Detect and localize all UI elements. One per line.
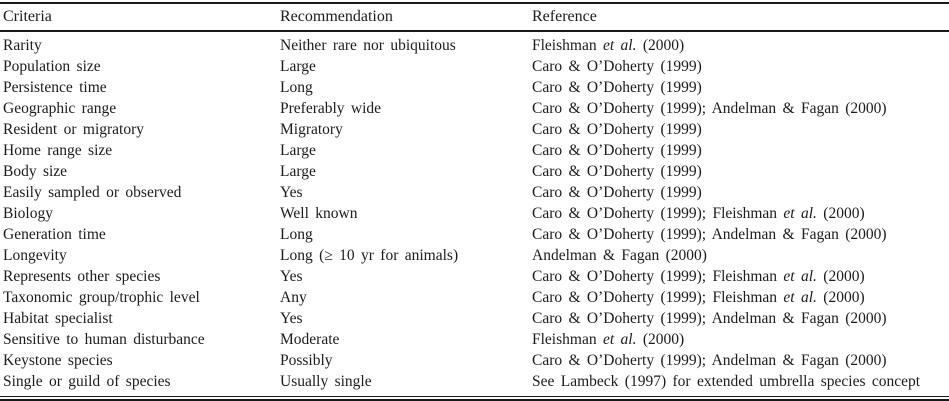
reference-cell: Caro & O’Doherty (1999) <box>532 58 702 75</box>
reference-cell: Fleishman et al. (2000) <box>532 331 685 348</box>
recommendation-cell: Preferably wide <box>280 100 382 117</box>
col-header-recommendation: Recommendation <box>280 2 532 32</box>
criteria-table: Criteria Recommendation Reference Rarity… <box>0 2 949 392</box>
recommendation-cell: Any <box>280 289 307 306</box>
reference-cell: Caro & O’Doherty (1999) <box>532 163 702 180</box>
criteria-cell: Represents other species <box>3 268 161 285</box>
table-row: Represents other species Yes Caro & O’Dohe… <box>0 266 949 287</box>
criteria-cell: Resident or migratory <box>3 121 145 138</box>
table-row: Persistence time Long Caro & O’Doherty (19… <box>0 77 949 98</box>
recommendation-cell: Migratory <box>280 121 343 138</box>
reference-cell: See Lambeck (1997) for extended umbrella… <box>532 373 921 390</box>
col-header-reference: Reference <box>532 2 949 32</box>
table-row: Biology Well known Caro & O’Doherty (1999)… <box>0 203 949 224</box>
recommendation-cell: Long <box>280 79 313 96</box>
criteria-cell: Home range size <box>3 142 113 159</box>
reference-cell: Andelman & Fagan (2000) <box>532 247 707 264</box>
criteria-cell: Geographic range <box>3 100 117 117</box>
criteria-cell: Biology <box>3 205 53 222</box>
recommendation-cell: Yes <box>280 310 303 327</box>
criteria-cell: Rarity <box>3 37 42 54</box>
reference-cell: Caro & O’Doherty (1999) <box>532 142 702 159</box>
recommendation-cell: Large <box>280 142 316 159</box>
criteria-cell: Population size <box>3 58 101 75</box>
reference-cell: Caro & O’Doherty (1999); Andelman & Faga… <box>532 226 887 243</box>
table-body: Rarity Neither rare nor ubiquitous Fleishm… <box>0 31 949 392</box>
recommendation-cell: Possibly <box>280 352 333 369</box>
reference-cell: Caro & O’Doherty (1999); Fleishman et al… <box>532 268 865 285</box>
recommendation-cell: Yes <box>280 184 303 201</box>
table-row: Generation time Long Caro & O’Doherty (199… <box>0 224 949 245</box>
table-row: Easily sampled or observed Yes Caro & O’Do… <box>0 182 949 203</box>
table-row: Population size Large Caro & O’Doherty (19… <box>0 56 949 77</box>
reference-cell: Caro & O’Doherty (1999) <box>532 184 702 201</box>
criteria-cell: Single or guild of species <box>3 373 171 390</box>
reference-cell: Caro & O’Doherty (1999) <box>532 121 702 138</box>
criteria-cell: Body size <box>3 163 68 180</box>
recommendation-cell: Well known <box>280 205 358 222</box>
criteria-cell: Generation time <box>3 226 106 243</box>
reference-cell: Caro & O’Doherty (1999) <box>532 79 702 96</box>
recommendation-cell: Long (≥ 10 yr for animals) <box>280 247 459 264</box>
recommendation-cell: Large <box>280 163 316 180</box>
recommendation-cell: Yes <box>280 268 303 285</box>
criteria-cell: Longevity <box>3 247 67 264</box>
recommendation-cell: Long <box>280 226 313 243</box>
reference-cell: Caro & O’Doherty (1999); Fleishman et al… <box>532 205 865 222</box>
criteria-cell: Keystone species <box>3 352 113 369</box>
table-row: Sensitive to human disturbance Moderate Fl… <box>0 329 949 350</box>
criteria-cell: Persistence time <box>3 79 107 96</box>
reference-cell: Caro & O’Doherty (1999); Andelman & Faga… <box>532 310 887 327</box>
table-row: Rarity Neither rare nor ubiquitous Fleishm… <box>0 31 949 56</box>
table-row: Resident or migratory Migratory Caro & O’D… <box>0 119 949 140</box>
reference-cell: Fleishman et al. (2000) <box>532 37 685 54</box>
criteria-cell: Sensitive to human disturbance <box>3 331 205 348</box>
table-row: Home range size Large Caro & O’Doherty (19… <box>0 140 949 161</box>
table-row: Habitat specialist Yes Caro & O’Doherty (1… <box>0 308 949 329</box>
table-row: Keystone species Possibly Caro & O’Doherty… <box>0 350 949 371</box>
header-row: Criteria Recommendation Reference <box>0 2 949 32</box>
recommendation-cell: Neither rare nor ubiquitous <box>280 37 456 54</box>
criteria-cell: Easily sampled or observed <box>3 184 182 201</box>
bottom-rule <box>0 396 949 401</box>
recommendation-cell: Moderate <box>280 331 340 348</box>
reference-cell: Caro & O’Doherty (1999); Fleishman et al… <box>532 289 865 306</box>
recommendation-cell: Usually single <box>280 373 372 390</box>
table-row: Body size Large Caro & O’Doherty (1999) <box>0 161 949 182</box>
reference-cell: Caro & O’Doherty (1999); Andelman & Faga… <box>532 100 887 117</box>
table-row: Single or guild of species Usually single… <box>0 371 949 392</box>
recommendation-cell: Large <box>280 58 316 75</box>
table-row: Longevity Long (≥ 10 yr for animals) Andel… <box>0 245 949 266</box>
col-header-criteria: Criteria <box>0 2 280 32</box>
criteria-cell: Habitat specialist <box>3 310 113 327</box>
reference-cell: Caro & O’Doherty (1999); Andelman & Faga… <box>532 352 887 369</box>
table-row: Taxonomic group/trophic level Any Caro & O… <box>0 287 949 308</box>
criteria-cell: Taxonomic group/trophic level <box>3 289 200 306</box>
table-row: Geographic range Preferably wide Caro & O’… <box>0 98 949 119</box>
